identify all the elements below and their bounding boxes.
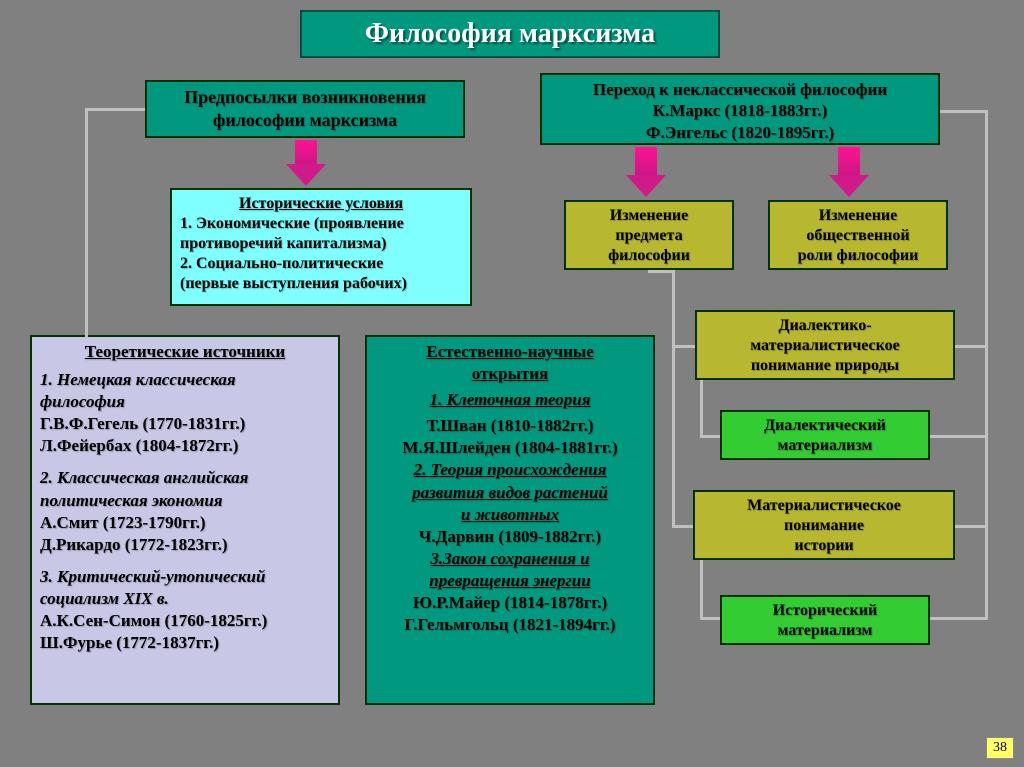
src-3a: 3. Критический-утопический [40,566,330,588]
src-3b: социализм XIX в. [40,588,330,610]
chsubj-l3: философии [574,246,724,266]
conn-mid-1v [672,270,675,348]
mathist-l2: понимание [703,516,945,536]
hist-1b: противоречий капитализма) [180,234,462,254]
conn-right-v [985,110,988,620]
conn-green-2v [700,560,703,620]
arrow-head-3 [829,175,869,197]
mathist-l1: Материалистическое [703,496,945,516]
conn-left-v [85,108,88,338]
conn-mid-1 [672,345,695,348]
src-2b: политическая экономия [40,490,330,512]
conn-green-1 [700,435,720,438]
src-2a: 2. Классическая английская [40,467,330,489]
src-1b: философия [40,391,330,413]
dialmat-l2: материализм [730,436,920,456]
transition-l1: Переход к неклассической философии [550,79,930,100]
conn-green-1v [700,380,703,438]
box-dialectical-materialism: Диалектический материализм [720,410,930,460]
chrole-l3: роли философии [778,246,938,266]
title-box: Философия марксизма [300,10,720,58]
src-3d: Ш.Фурье (1772-1837гг.) [40,632,330,654]
arrow-head-2 [626,175,666,197]
src-1c: Г.В.Ф.Гегель (1770-1831гг.) [40,413,330,435]
sci-s3a: Ю.Р.Майер (1814-1878гг.) [375,592,645,614]
arrow-stem-2 [635,147,657,177]
conn-mid-2 [672,525,693,528]
conn-r-2 [930,435,988,438]
dialmat-l1: Диалектический [730,416,920,436]
box-change-role: Изменение общественной роли философии [768,200,948,270]
conn-green-2 [700,617,720,620]
box-dm-nature: Диалектико- материалистическое понимание… [695,310,955,380]
src-1a: 1. Немецкая классическая [40,369,330,391]
sci-s2h3: и животных [375,504,645,526]
box-natural-science: Естественно-научные открытия 1. Клеточна… [365,335,655,705]
dmnat-l2: материалистическое [705,336,945,356]
sci-s3h2: превращения энергии [375,570,645,592]
src-2d: Д.Рикардо (1772-1823гг.) [40,534,330,556]
sci-h1: Естественно-научные [375,341,645,363]
hist-2a: 2. Социально-политические [180,254,462,274]
sci-s2a: Ч.Дарвин (1809-1882гг.) [375,526,645,548]
sci-s1a: Т.Шван (1810-1882гг.) [375,415,645,437]
sci-s3b: Г.Гельмгольц (1821-1894гг.) [375,614,645,636]
prereq-l1: Предпосылки возникновения [155,86,455,109]
box-materialist-history: Материалистическое понимание истории [693,490,955,560]
page-number: 38 [986,737,1014,759]
src-2c: А.Смит (1723-1790гг.) [40,512,330,534]
box-prerequisites: Предпосылки возникновения философии марк… [145,80,465,138]
conn-right-top [940,110,988,113]
conn-r-3 [955,525,988,528]
box-change-subject: Изменение предмета философии [564,200,734,270]
hist-1a: 1. Экономические (проявление [180,214,462,234]
sci-h2: открытия [375,363,645,385]
conn-mid-1h [648,270,672,273]
src-head: Теоретические источники [40,341,330,363]
box-transition: Переход к неклассической философии К.Мар… [540,73,940,145]
chsubj-l1: Изменение [574,206,724,226]
src-3c: А.К.Сен-Симон (1760-1825гг.) [40,610,330,632]
box-historical-conditions: Исторические условия 1. Экономические (п… [170,188,472,306]
sci-s2h2: развития видов растений [375,482,645,504]
histmat-l2: материализм [730,621,920,641]
sci-s3h1: 3.Закон сохранения и [375,548,645,570]
mathist-l3: истории [703,536,945,556]
src-1d: Л.Фейербах (1804-1872гг.) [40,435,330,457]
sci-s1h: 1. Клеточная теория [375,389,645,411]
box-historical-materialism: Исторический материализм [720,595,930,645]
dmnat-l3: понимание природы [705,356,945,376]
chrole-l1: Изменение [778,206,938,226]
prereq-l2: философии марксизма [155,109,455,132]
page-number-text: 38 [993,740,1007,755]
sci-s1b: М.Я.Шлейден (1804-1881гг.) [375,437,645,459]
arrow-head-1 [286,164,326,186]
box-theoretical-sources: Теоретические источники 1. Немецкая клас… [30,335,340,705]
transition-l2: К.Маркс (1818-1883гг.) [550,100,930,121]
conn-r-1 [955,345,988,348]
arrow-stem-1 [295,140,317,166]
arrow-stem-3 [838,147,860,177]
hist-2b: (первые выступления рабочих) [180,274,462,294]
sci-s2h1: 2. Теория происхождения [375,459,645,481]
transition-l3: Ф.Энгельс (1820-1895гг.) [550,122,930,143]
dmnat-l1: Диалектико- [705,316,945,336]
conn-r-4 [930,617,988,620]
histmat-l1: Исторический [730,601,920,621]
chsubj-l2: предмета [574,226,724,246]
hist-head: Исторические условия [180,194,462,214]
title-text: Философия марксизма [365,18,655,49]
conn-mid-2v [672,345,675,528]
conn-left-h [85,108,145,111]
chrole-l2: общественной [778,226,938,246]
